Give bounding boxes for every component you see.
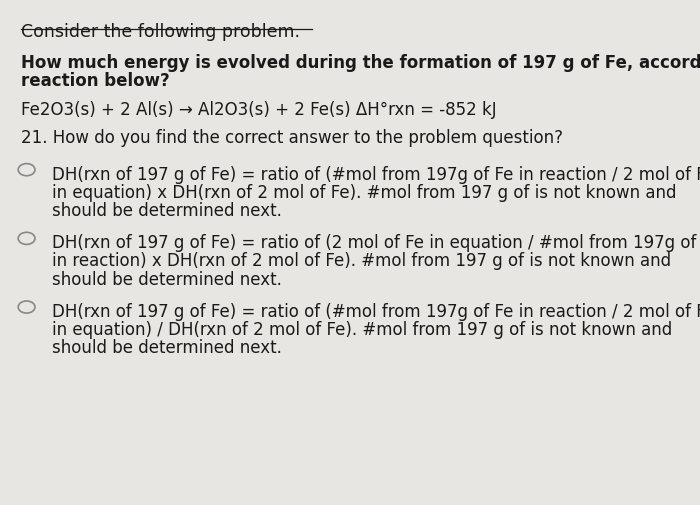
Text: in equation) / DH(rxn of 2 mol of Fe). #mol from 197 g of is not known and: in equation) / DH(rxn of 2 mol of Fe). #… [52,321,673,339]
Text: reaction below?: reaction below? [21,72,169,90]
Text: in reaction) x DH(rxn of 2 mol of Fe). #mol from 197 g of is not known and: in reaction) x DH(rxn of 2 mol of Fe). #… [52,252,671,271]
Text: DH(rxn of 197 g of Fe) = ratio of (2 mol of Fe in equation / #mol from 197g of F: DH(rxn of 197 g of Fe) = ratio of (2 mol… [52,234,700,252]
Text: Fe2O3(s) + 2 Al(s) → Al2O3(s) + 2 Fe(s) ΔH°rxn = -852 kJ: Fe2O3(s) + 2 Al(s) → Al2O3(s) + 2 Fe(s) … [21,101,496,119]
Text: Consider the following problem.: Consider the following problem. [21,23,300,41]
Text: should be determined next.: should be determined next. [52,339,282,358]
Text: How much energy is evolved during the formation of 197 g of Fe, according to the: How much energy is evolved during the fo… [21,54,700,72]
Text: should be determined next.: should be determined next. [52,271,282,289]
Text: in equation) x DH(rxn of 2 mol of Fe). #mol from 197 g of is not known and: in equation) x DH(rxn of 2 mol of Fe). #… [52,184,677,202]
Text: DH(rxn of 197 g of Fe) = ratio of (#mol from 197g of Fe in reaction / 2 mol of F: DH(rxn of 197 g of Fe) = ratio of (#mol … [52,166,700,184]
Text: 21. How do you find the correct answer to the problem question?: 21. How do you find the correct answer t… [21,129,563,147]
Text: should be determined next.: should be determined next. [52,202,282,220]
Text: DH(rxn of 197 g of Fe) = ratio of (#mol from 197g of Fe in reaction / 2 mol of F: DH(rxn of 197 g of Fe) = ratio of (#mol … [52,303,700,321]
